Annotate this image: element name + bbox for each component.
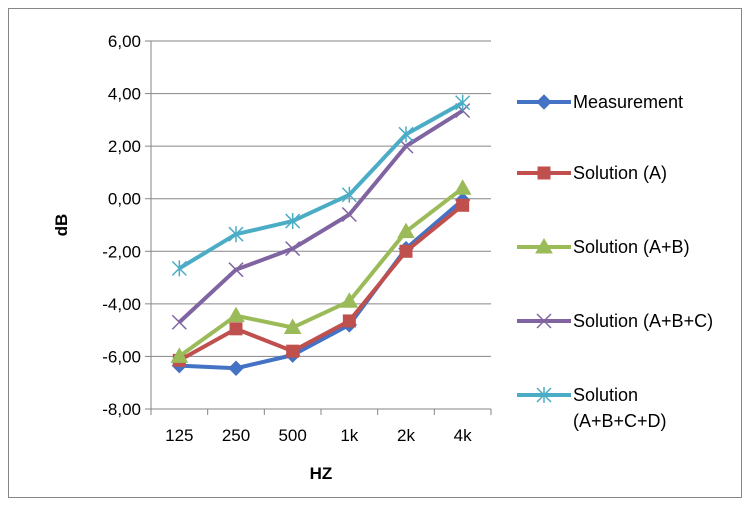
data-point-4 <box>341 186 357 203</box>
data-point-2 <box>453 179 472 195</box>
legend-label: Solution (A+B+C) <box>573 311 713 331</box>
data-point-2 <box>340 292 359 308</box>
x-axis-title: HZ <box>310 464 333 483</box>
legend-marker-2 <box>535 237 553 254</box>
data-point-2 <box>227 306 245 323</box>
series-line-1 <box>178 203 464 363</box>
data-point-2 <box>397 222 415 239</box>
legend-marker-1 <box>537 166 551 180</box>
legend-marker-3 <box>536 313 552 329</box>
legend-label: Solution (A+B) <box>573 237 690 257</box>
data-point-3 <box>171 314 187 330</box>
data-point-3 <box>228 262 244 278</box>
legend-marker-4 <box>536 387 552 403</box>
x-tick-label: 125 <box>165 426 193 445</box>
x-tick-label: 500 <box>278 426 306 445</box>
y-tick-label: -8,00 <box>102 400 141 419</box>
chart-area: -8,00 -6,00 -4,00 -2,00 0,00 2,00 4,00 6,00 125 2… <box>8 8 742 498</box>
data-point-1 <box>229 322 243 336</box>
series-line-0 <box>179 198 464 371</box>
data-point-2 <box>170 347 189 363</box>
y-tick-label: 0,00 <box>108 190 141 209</box>
data-point-1 <box>286 344 300 358</box>
data-point-1 <box>399 244 413 258</box>
y-tick-label: -2,00 <box>102 242 141 261</box>
x-tick-label: 1k <box>340 426 358 445</box>
data-point-0 <box>228 360 244 376</box>
data-point-3 <box>341 206 357 223</box>
y-tick-label: -6,00 <box>102 347 141 366</box>
legend-marker-0 <box>536 94 552 110</box>
data-point-2 <box>283 318 302 335</box>
y-axis-title: dB <box>52 214 71 237</box>
legend-label: Measurement <box>573 92 683 112</box>
data-point-4 <box>228 226 244 243</box>
y-tick-label: -4,00 <box>102 295 141 314</box>
x-tick-label: 4k <box>454 426 472 445</box>
series-line-3 <box>177 108 464 324</box>
legend-label-line: Solution (A+B+C) <box>573 311 713 331</box>
legend-label-line: Solution <box>573 385 638 405</box>
data-point-1 <box>342 314 356 328</box>
series-line-2 <box>178 186 464 359</box>
x-tick-label: 2k <box>397 426 415 445</box>
y-tick-label: 2,00 <box>108 137 141 156</box>
data-point-3 <box>285 241 301 257</box>
x-tick-label: 250 <box>222 426 250 445</box>
data-point-1 <box>456 198 470 212</box>
legend-label-line: Solution (A) <box>573 163 667 183</box>
data-point-4 <box>398 126 414 143</box>
legend-label-line: Solution (A+B) <box>573 237 690 257</box>
legend-label: Solution (A+B+C+D) <box>573 385 667 431</box>
legend-label-line: Measurement <box>573 92 683 112</box>
data-point-4 <box>171 260 187 277</box>
y-tick-label: 4,00 <box>108 85 141 104</box>
legend-label-line: (A+B+C+D) <box>573 411 667 431</box>
line-chart: -8,00 -6,00 -4,00 -2,00 0,00 2,00 4,00 6,00 125 2… <box>52 32 713 483</box>
series-line-4 <box>178 101 464 271</box>
legend-label: Solution (A) <box>573 163 667 183</box>
data-point-4 <box>455 94 471 111</box>
y-tick-label: 6,00 <box>108 32 141 51</box>
data-point-4 <box>285 213 301 230</box>
